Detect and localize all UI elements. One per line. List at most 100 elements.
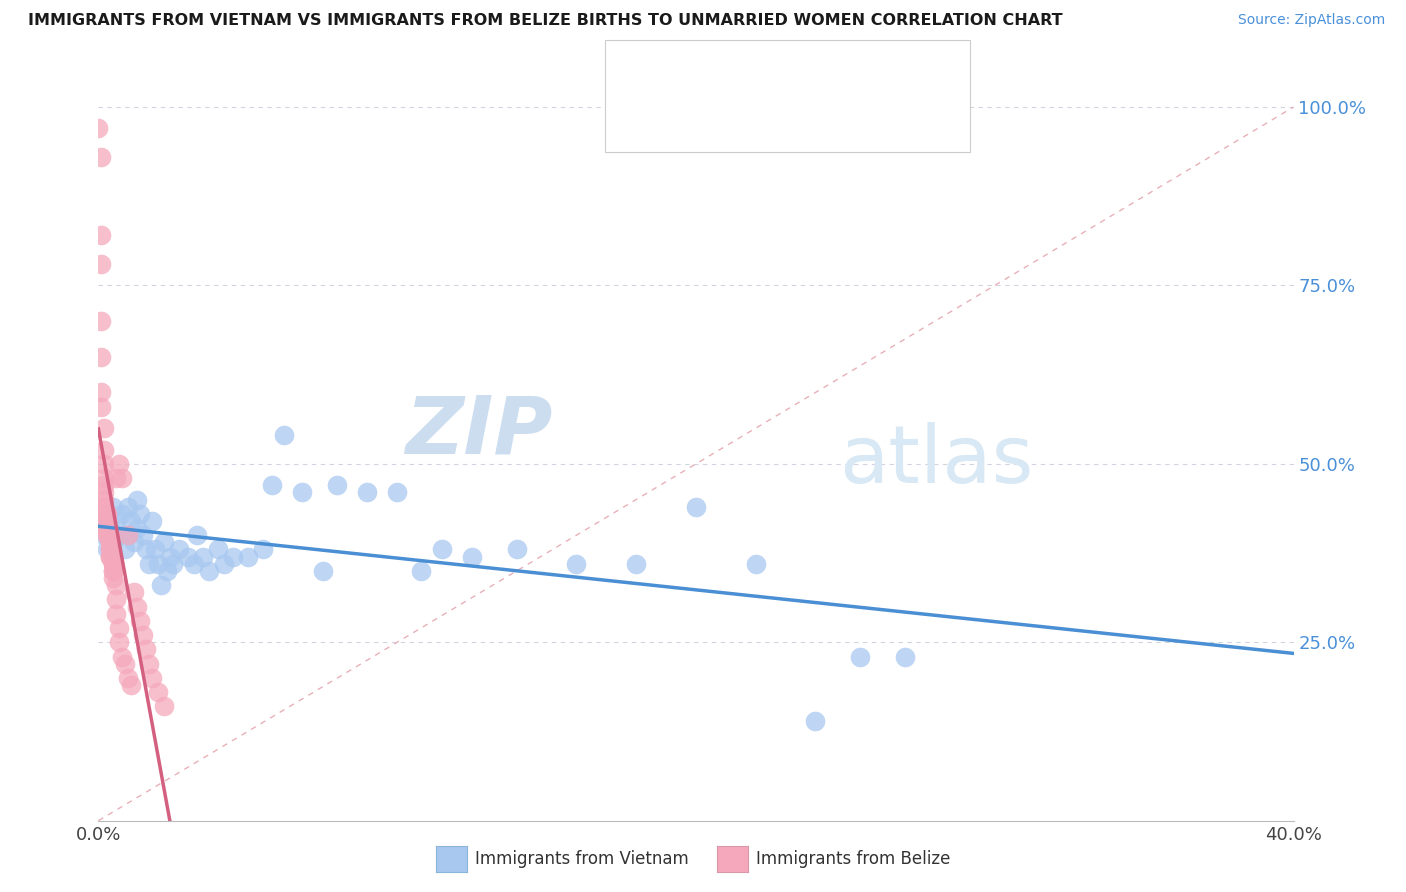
Point: [98, 542, 122, 557]
Point: [103, 564, 125, 578]
Text: IMMIGRANTS FROM VIETNAM VS IMMIGRANTS FROM BELIZE BIRTHS TO UNMARRIED WOMEN CORR: IMMIGRANTS FROM VIETNAM VS IMMIGRANTS FR…: [28, 13, 1063, 29]
Point: [93, 421, 115, 435]
Point: [98, 535, 122, 549]
Point: [93, 500, 115, 514]
Point: [186, 528, 208, 542]
Point: [111, 649, 134, 664]
Text: R =: R =: [675, 112, 714, 129]
Point: [96, 528, 118, 542]
Point: [141, 514, 163, 528]
Point: [849, 649, 872, 664]
Point: [260, 478, 283, 492]
Point: [96, 542, 118, 557]
Point: [90, 400, 112, 414]
Point: [132, 628, 155, 642]
Point: [127, 492, 149, 507]
Point: [153, 699, 176, 714]
Point: [236, 549, 259, 564]
Point: [93, 442, 115, 457]
Point: [273, 428, 295, 442]
Point: [129, 614, 152, 628]
Text: Immigrants from Vietnam: Immigrants from Vietnam: [475, 850, 689, 868]
Point: [93, 528, 115, 542]
Point: [90, 228, 112, 243]
Point: [96, 521, 118, 535]
Point: [156, 564, 179, 578]
Point: [103, 535, 125, 549]
Point: [90, 314, 112, 328]
Text: N =: N =: [790, 64, 842, 82]
Text: 58: 58: [830, 64, 855, 82]
Point: [111, 507, 134, 521]
Text: 60: 60: [830, 112, 855, 129]
Point: [191, 549, 214, 564]
Point: [356, 485, 378, 500]
Point: [98, 549, 122, 564]
Point: [98, 542, 122, 557]
Text: atlas: atlas: [839, 422, 1033, 500]
Point: [222, 549, 245, 564]
Point: [162, 557, 184, 571]
Point: [148, 685, 170, 699]
Point: [127, 599, 149, 614]
Point: [135, 642, 157, 657]
Point: [252, 542, 274, 557]
Point: [326, 478, 349, 492]
Point: [111, 471, 134, 485]
Point: [311, 564, 333, 578]
Point: [411, 564, 433, 578]
Point: [103, 571, 125, 585]
Point: [129, 507, 152, 521]
Point: [90, 150, 112, 164]
Point: [96, 521, 118, 535]
Point: [804, 714, 827, 728]
Point: [98, 549, 122, 564]
Point: [138, 657, 160, 671]
Point: [120, 514, 142, 528]
Text: -0.197: -0.197: [713, 64, 778, 82]
Point: [124, 585, 146, 599]
Point: [96, 507, 118, 521]
Point: [745, 557, 768, 571]
Point: [430, 542, 453, 557]
Point: [90, 350, 112, 364]
Point: [385, 485, 409, 500]
Point: [103, 549, 125, 564]
Text: Source: ZipAtlas.com: Source: ZipAtlas.com: [1237, 13, 1385, 28]
Point: [103, 500, 125, 514]
Point: [103, 564, 125, 578]
Point: [138, 557, 160, 571]
Point: [96, 507, 118, 521]
Point: [117, 671, 139, 685]
Point: [105, 514, 128, 528]
Point: [105, 592, 128, 607]
Point: [685, 500, 707, 514]
Text: 0.202: 0.202: [713, 112, 776, 129]
Point: [93, 457, 115, 471]
Point: [103, 557, 125, 571]
Point: [153, 535, 176, 549]
Point: [120, 678, 142, 692]
Point: [87, 121, 110, 136]
Point: [96, 514, 118, 528]
Point: [103, 557, 125, 571]
Text: N =: N =: [790, 112, 842, 129]
Point: [93, 485, 115, 500]
Point: [108, 635, 131, 649]
Point: [132, 528, 155, 542]
Point: [96, 528, 118, 542]
Text: R =: R =: [675, 64, 714, 82]
Point: [177, 549, 200, 564]
Point: [90, 514, 112, 528]
Point: [127, 521, 149, 535]
Point: [626, 557, 648, 571]
Point: [108, 457, 131, 471]
Point: [98, 528, 122, 542]
Point: [93, 478, 115, 492]
Point: [894, 649, 917, 664]
Point: [124, 535, 146, 549]
Point: [198, 564, 221, 578]
Point: [159, 549, 181, 564]
Point: [90, 385, 112, 400]
Point: [105, 578, 128, 592]
